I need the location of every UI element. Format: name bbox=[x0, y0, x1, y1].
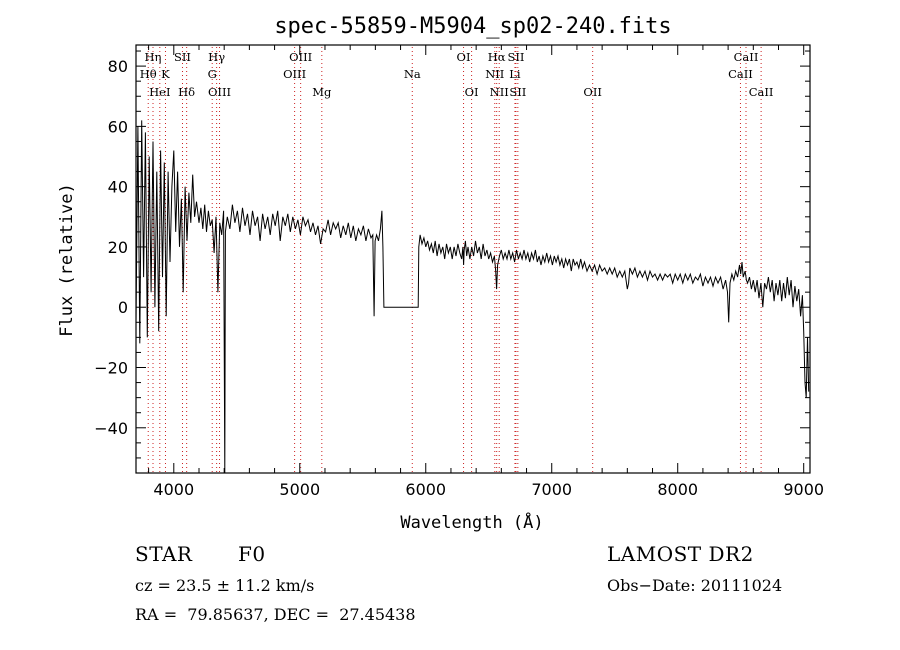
line-label-5: Hδ bbox=[178, 85, 195, 99]
y-tick-label-60: 60 bbox=[108, 117, 128, 136]
line-label-18: SII bbox=[507, 50, 524, 64]
line-label-2: HeI bbox=[149, 85, 170, 99]
y-tick-labels: −40 −20 0 20 40 60 80 bbox=[94, 57, 128, 438]
line-label-17: NII bbox=[490, 85, 509, 99]
x-tick-label-8000: 8000 bbox=[657, 480, 698, 499]
spectral-line-markers bbox=[147, 47, 762, 473]
object-class: STAR bbox=[135, 542, 193, 566]
line-label-15: Hα bbox=[488, 50, 506, 64]
line-label-24: CaII bbox=[749, 85, 774, 99]
x-tick-label-9000: 9000 bbox=[783, 480, 824, 499]
chart-title: spec-55859-M5904_sp02-240.fits bbox=[274, 14, 671, 39]
redshift-readout: cz = 23.5 ± 11.2 km/s bbox=[135, 576, 315, 595]
x-tick-label-5000: 5000 bbox=[279, 480, 320, 499]
y-tick-label-20: 20 bbox=[108, 238, 128, 257]
line-label-14: OI bbox=[465, 85, 479, 99]
x-tick-label-7000: 7000 bbox=[531, 480, 572, 499]
spectral-line-labels: Hη Hθ HeI K SII Hδ Hγ G OIII OIII OIII Mg Na OI OI Hα NI… bbox=[140, 50, 774, 99]
line-label-4: SII bbox=[174, 50, 191, 64]
line-label-19: Li bbox=[509, 67, 521, 81]
y-tick-label-80: 80 bbox=[108, 57, 128, 76]
coordinates: RA = 79.85637, DEC = 27.45438 bbox=[135, 605, 416, 624]
line-label-20: SII bbox=[509, 85, 526, 99]
line-label-11: Mg bbox=[312, 85, 332, 99]
line-label-21: OII bbox=[583, 85, 602, 99]
line-label-0: Hη bbox=[145, 50, 162, 64]
axis-ticks bbox=[136, 45, 810, 473]
line-label-1: Hθ bbox=[140, 67, 157, 81]
object-subclass: F0 bbox=[238, 542, 266, 566]
y-tick-label--40: −40 bbox=[94, 419, 128, 438]
line-label-16: NII bbox=[485, 67, 504, 81]
line-label-6: Hγ bbox=[208, 50, 225, 64]
y-tick-label-0: 0 bbox=[118, 298, 128, 317]
line-label-3: K bbox=[161, 67, 170, 81]
spectrum-series bbox=[135, 120, 810, 474]
y-tick-label--20: −20 bbox=[94, 359, 128, 378]
line-label-13: OI bbox=[457, 50, 471, 64]
plot-frame bbox=[135, 44, 811, 474]
x-tick-labels: 4000 5000 6000 7000 8000 9000 bbox=[153, 480, 824, 499]
line-label-7: G bbox=[208, 67, 217, 81]
line-label-12: Na bbox=[404, 67, 421, 81]
x-axis-label: Wavelength (Å) bbox=[400, 511, 543, 533]
x-tick-label-6000: 6000 bbox=[405, 480, 446, 499]
line-label-8: OIII bbox=[208, 85, 231, 99]
line-label-22: CaII bbox=[734, 50, 759, 64]
y-tick-label-40: 40 bbox=[108, 178, 128, 197]
spectrum-line bbox=[135, 120, 810, 474]
obs-date: Obs−Date: 20111024 bbox=[607, 576, 783, 595]
line-label-9: OIII bbox=[289, 50, 312, 64]
survey-name: LAMOST DR2 bbox=[607, 542, 754, 566]
x-tick-label-4000: 4000 bbox=[153, 480, 194, 499]
line-label-23: CaII bbox=[728, 67, 753, 81]
y-axis-label: Flux (relative) bbox=[57, 183, 77, 337]
line-label-10: OIII bbox=[283, 67, 306, 81]
